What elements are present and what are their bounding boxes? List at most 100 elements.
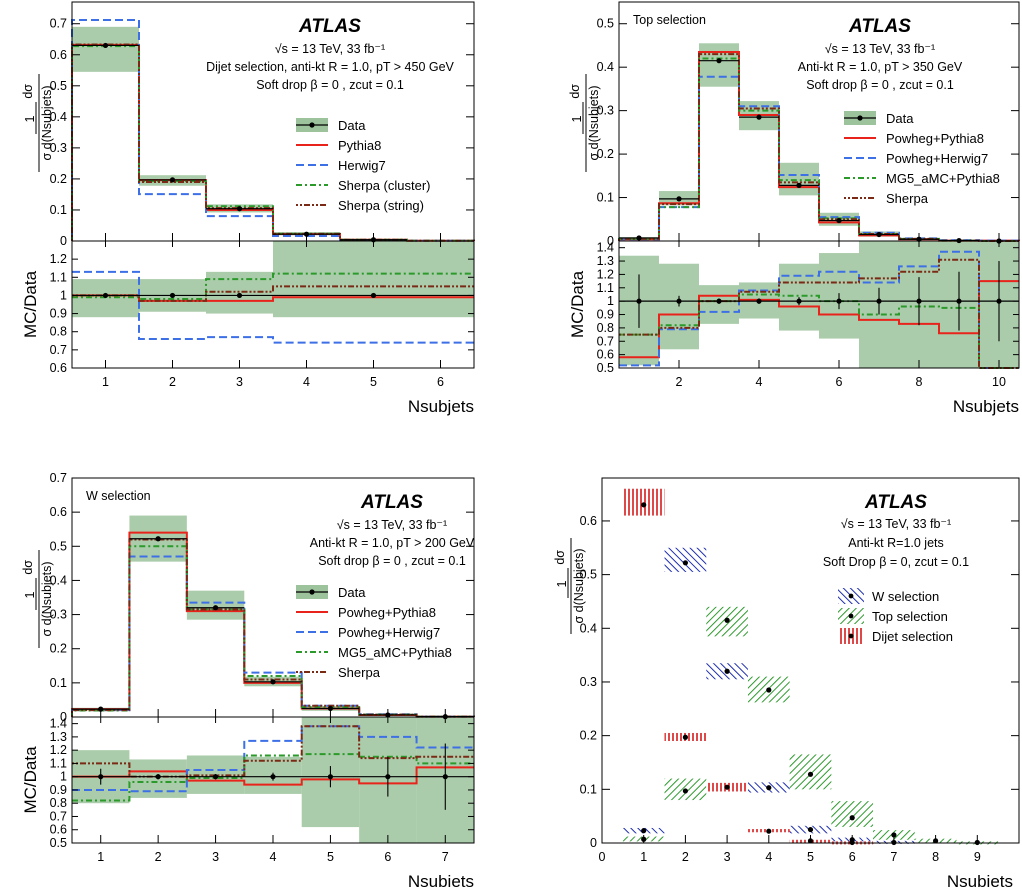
band-vert: [622, 488, 665, 516]
ratio-band: [340, 241, 407, 318]
ratio-line: [619, 258, 1019, 369]
x-tick-label: 5: [807, 850, 814, 864]
y-axis-num: dσ: [21, 84, 35, 99]
y-axis-title: dσ 1 σ d(Nsubjets): [568, 74, 601, 172]
data-point: [636, 235, 642, 241]
y-axis-title: dσ 1 σ d(Nsubjets): [21, 550, 54, 648]
x-tick-label: 6: [384, 850, 391, 864]
summary-point: [724, 784, 730, 790]
selection-label: Top selection: [633, 13, 706, 27]
ratio-tick-label: 1.1: [50, 270, 67, 284]
y-tick-label: 0.1: [50, 203, 67, 217]
data-point: [756, 114, 762, 120]
y-tick-label: 0.1: [580, 782, 597, 796]
panel-top: 00.10.20.30.40.50.50.60.70.80.911.11.21.…: [568, 1, 1020, 416]
legend-swatch: [309, 122, 315, 128]
info-line: Soft drop β = 0 , zcut = 0.1: [318, 554, 466, 568]
x-tick-label: 7: [890, 850, 897, 864]
x-tick-label: 5: [327, 850, 334, 864]
ratio-point: [676, 298, 682, 304]
band-fwd: [831, 801, 874, 827]
ratio-point: [327, 774, 334, 780]
y-tick-label: 0.7: [50, 471, 67, 485]
ratio-line: [72, 766, 474, 786]
ratio-point: [636, 298, 642, 304]
y-tick-label: 0: [60, 710, 67, 724]
x-tick-label: 8: [932, 850, 939, 864]
ratio-axis-title: MC/Data: [21, 746, 40, 814]
y-tick-label: 0.5: [597, 17, 614, 31]
ratio-tick-label: 1: [60, 770, 67, 784]
x-tick-label: 2: [676, 375, 683, 389]
ratio-tick-label: 0.6: [597, 348, 614, 362]
x-tick-label: 4: [765, 850, 772, 864]
x-axis-label: Nsubjets: [953, 397, 1019, 416]
legend: Data Powheg+Pythia8 Powheg+Herwig7 MG5_aMC+…: [296, 585, 452, 680]
x-tick-label: 6: [849, 850, 856, 864]
x-tick-label: 3: [724, 850, 731, 864]
ratio-point: [956, 298, 962, 304]
ratio-axis-label: MC/Data: [21, 746, 40, 814]
x-tick-label: 6: [836, 375, 843, 389]
ratio-tick-label: 1.1: [50, 756, 67, 770]
ratio-point: [836, 298, 842, 304]
ratio-point: [98, 774, 104, 780]
y-axis-num: dσ: [21, 560, 35, 575]
data-band: [72, 26, 139, 72]
legend-label: Data: [886, 111, 914, 126]
legend-label: MG5_aMC+Pythia8: [338, 645, 452, 660]
y-tick-label: 0.2: [50, 642, 67, 656]
series-line: [618, 57, 1019, 242]
y-tick-label: 0.5: [50, 539, 67, 553]
summary-point: [682, 734, 689, 740]
y-tick-label: 0.5: [50, 79, 67, 93]
info-line: √s = 13 TeV, 33 fb⁻¹: [841, 517, 951, 531]
ratio-tick-label: 1.2: [50, 743, 67, 757]
y-tick-label: 0.4: [50, 110, 67, 124]
y-tick-label: 0.4: [50, 573, 67, 587]
legend-label: Powheg+Herwig7: [338, 625, 440, 640]
x-tick-label: 1: [102, 375, 109, 389]
legend-label: Powheg+Herwig7: [886, 151, 988, 166]
summary-point: [766, 828, 772, 834]
x-tick-label: 0: [599, 850, 606, 864]
legend-label: Dijet selection: [872, 629, 953, 644]
info-line: Soft Drop β = 0, zcut = 0.1: [823, 555, 969, 569]
x-tick-label: 6: [437, 375, 444, 389]
summary-point: [641, 828, 647, 834]
ratio-tick-label: 1.4: [597, 241, 614, 255]
ratio-axis-title: MC/Data: [568, 270, 587, 338]
y-axis-num: dσ: [553, 550, 567, 565]
info-line: Anti-kt R = 1.0, pT > 200 GeV: [310, 536, 475, 550]
y-tick-label: 0: [60, 234, 67, 248]
x-tick-label: 2: [682, 850, 689, 864]
ratio-tick-label: 0.5: [597, 361, 614, 375]
y-axis-one: 1: [555, 580, 569, 587]
data-point: [676, 196, 682, 202]
legend-swatch: [857, 115, 863, 121]
atlas-label: ATLAS: [864, 492, 927, 513]
ratio-axis-label: MC/Data: [568, 270, 587, 338]
panel-w: 00.10.20.30.40.50.60.70.50.60.70.80.911.…: [21, 471, 475, 887]
ratio-tick-label: 1.3: [597, 254, 614, 268]
legend-swatch: [848, 633, 854, 639]
ratio-point: [169, 292, 176, 299]
y-tick-label: 0.3: [580, 675, 597, 689]
x-tick-label: 4: [270, 850, 277, 864]
ratio-point: [385, 774, 391, 780]
y-tick-label: 0.3: [50, 608, 67, 622]
y-axis-den: σ d(Nsubjets): [572, 548, 586, 623]
legend: Data Powheg+Pythia8 Powheg+Herwig7 MG5_aMC+…: [844, 111, 1000, 206]
ratio-point: [236, 292, 243, 299]
y-axis-one: 1: [570, 115, 584, 122]
y-tick-label: 0.4: [580, 621, 597, 635]
legend: W selection Top selection Dijet selection: [838, 588, 953, 644]
ratio-point: [996, 298, 1002, 304]
y-axis-one: 1: [23, 115, 37, 122]
ratio-band: [273, 241, 340, 318]
y-axis-title: dσ 1 σ d(Nsubjets): [553, 538, 586, 634]
ratio-point: [916, 298, 922, 304]
y-tick-label: 0.2: [580, 729, 597, 743]
selection-label: W selection: [86, 489, 151, 503]
x-tick-label: 9: [974, 850, 981, 864]
